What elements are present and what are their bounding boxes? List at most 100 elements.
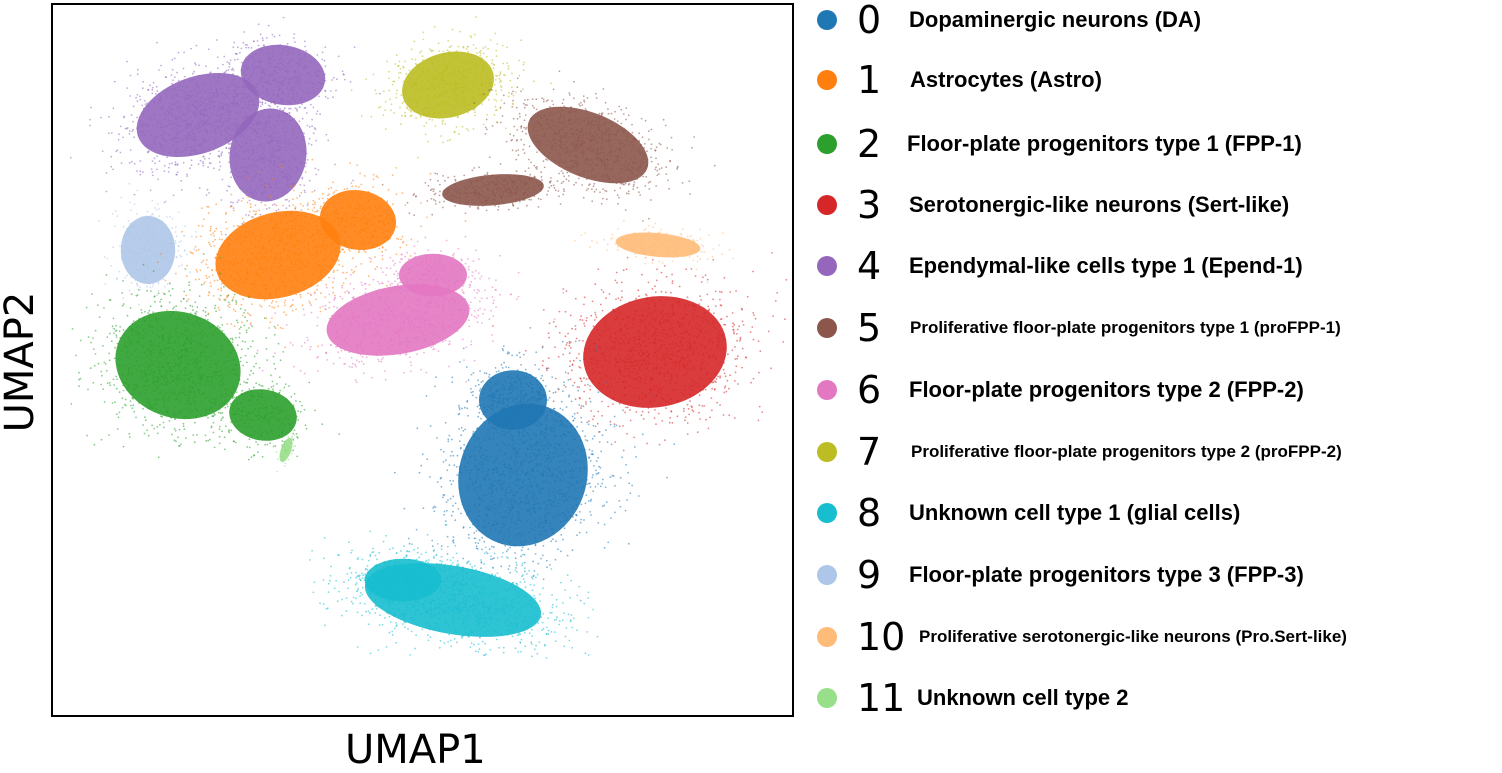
cluster-5-point (583, 135, 585, 137)
cluster-7-point (426, 89, 428, 91)
cluster-5-point (433, 188, 435, 190)
cluster-7-point (501, 99, 503, 101)
cluster-7-point (396, 93, 398, 95)
cluster-1-point (323, 238, 325, 240)
cluster-4-point (278, 137, 280, 139)
cluster-4-point (201, 144, 203, 146)
cluster-4-point (246, 180, 248, 182)
cluster-4-point (181, 151, 183, 153)
cluster-4-point (296, 93, 298, 95)
cluster-7-point (392, 84, 394, 86)
cluster-4-point (314, 91, 316, 93)
cluster-9-point (171, 242, 173, 244)
cluster-5-point (425, 182, 427, 184)
cluster-4-point (144, 124, 146, 126)
cluster-1-point (359, 197, 361, 199)
cluster-1-point (322, 240, 324, 242)
cluster-4-point (333, 77, 335, 79)
cluster-4-point (306, 89, 308, 91)
cluster-1-point (293, 286, 295, 288)
cluster-7-point (471, 62, 473, 64)
cluster-4-point (271, 191, 273, 193)
cluster-4-point (215, 133, 217, 135)
cluster-4-point (278, 182, 280, 184)
cluster-4-point (166, 156, 168, 158)
cluster-4-point (239, 188, 241, 190)
cluster-5-point (602, 198, 604, 200)
cluster-7-point (412, 79, 414, 81)
cluster-5-point (622, 130, 624, 132)
cluster-1-point (298, 225, 300, 227)
cluster-1-point (283, 249, 285, 251)
cluster-4-point (237, 201, 239, 203)
cluster-7-point (437, 74, 439, 76)
cluster-5-point (580, 122, 582, 124)
cluster-7-point (444, 123, 446, 125)
cluster-5-point (473, 185, 475, 187)
cluster-1-point (263, 269, 265, 271)
cluster-4-point (245, 47, 247, 49)
cluster-4-point (118, 133, 120, 135)
cluster-4-point (196, 45, 198, 47)
cluster-5-point (636, 175, 638, 177)
cluster-4-point (291, 142, 293, 144)
cluster-4-point (257, 49, 259, 51)
cluster-4-point (214, 76, 216, 78)
cluster-1-point (381, 198, 383, 200)
cluster-4-point (197, 144, 199, 146)
cluster-7-point (442, 142, 444, 144)
cluster-1-point (250, 315, 252, 317)
cluster-1-point (254, 256, 256, 258)
cluster-5-point (608, 168, 610, 170)
cluster-9-point (159, 220, 161, 222)
cluster-5-point (541, 117, 543, 119)
cluster-1-point (255, 205, 257, 207)
cluster-7-point (494, 99, 496, 101)
cluster-7-point (442, 121, 444, 123)
cluster-7-point (500, 73, 502, 75)
cluster-5-point (643, 156, 645, 158)
cluster-5-point (522, 188, 524, 190)
cluster-5-point (602, 174, 604, 176)
cluster-7-point (444, 101, 446, 103)
cluster-4-point (268, 80, 270, 82)
cluster-5-point (608, 179, 610, 181)
cluster-4-point (342, 70, 344, 72)
cluster-5-point (478, 180, 480, 182)
cluster-7-point (457, 116, 459, 118)
cluster-4-point (289, 139, 291, 141)
cluster-4-point (249, 118, 251, 120)
cluster-4-point (330, 90, 332, 92)
cluster-4-point (268, 127, 270, 129)
cluster-4-point (195, 108, 197, 110)
cluster-5-point (561, 170, 563, 172)
cluster-5-point (605, 133, 607, 135)
cluster-9-point (132, 224, 134, 226)
cluster-5-point (579, 105, 581, 107)
cluster-4-point (240, 101, 242, 103)
cluster-5-point (581, 130, 583, 132)
cluster-7-point (435, 116, 437, 118)
cluster-1-point (284, 251, 286, 253)
cluster-1-point (227, 267, 229, 269)
cluster-4-point (222, 114, 224, 116)
cluster-4-point (153, 82, 155, 84)
cluster-4-point (273, 169, 275, 171)
cluster-5-point (563, 144, 565, 146)
cluster-5-point (509, 178, 511, 180)
cluster-9-point (135, 258, 137, 260)
cluster-9-point (139, 269, 141, 271)
cluster-5-point (486, 129, 488, 131)
cluster-7-point (459, 92, 461, 94)
cluster-9-point (139, 287, 141, 289)
cluster-1-point (212, 232, 214, 234)
cluster-7-point (454, 53, 456, 55)
cluster-4-point (180, 89, 182, 91)
cluster-4-point (293, 183, 295, 185)
cluster-4-point (243, 151, 245, 153)
cluster-7-point (465, 64, 467, 66)
cluster-4-point (175, 123, 177, 125)
cluster-4-point (256, 121, 258, 123)
cluster-7-point (430, 59, 432, 61)
cluster-1-point (382, 246, 384, 248)
